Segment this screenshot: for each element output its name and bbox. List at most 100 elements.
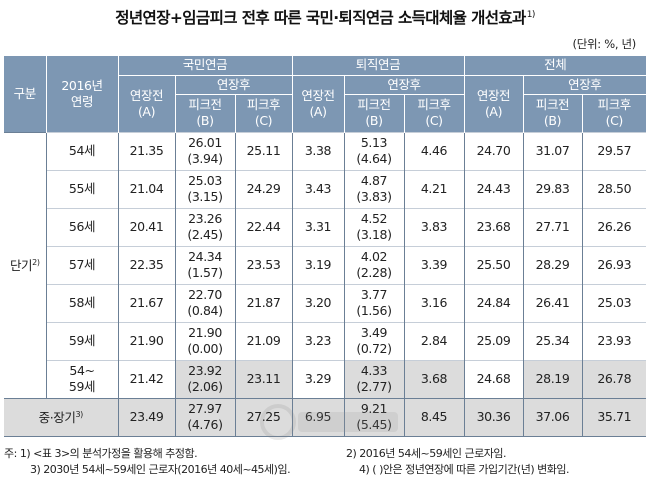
header-age: 2016년 연령 [45, 56, 118, 132]
header-national-before: 연장전 (A) [117, 74, 175, 132]
header-retirement-peak-before: 피크전 (B) [343, 93, 404, 132]
retirement-c: 3.83 [403, 207, 464, 246]
total-c: 26.26 [581, 207, 646, 246]
retirement-b: 3.77 (1.56) [343, 283, 404, 322]
retirement-c: 3.16 [403, 283, 464, 322]
footnote-1: 주: 1) <표 3>의 분석가정을 활용해 추정함. [4, 447, 198, 460]
retirement-a: 3.31 [291, 207, 344, 246]
national-c: 25.11 [234, 131, 292, 170]
total-b: 29.83 [522, 169, 582, 208]
row-age: 59세 [45, 321, 118, 360]
row-age: 54세 [45, 131, 118, 170]
header-group: 구분 [4, 56, 46, 132]
pension-table: 구분 2016년 연령 국민연금 퇴직연금 전체 연장전 (A) 연장후 연장전 (A… [4, 56, 646, 437]
retirement-a: 3.38 [291, 131, 344, 170]
header-total-after: 연장후 [522, 74, 646, 94]
table-title: 정년연장+임금피크 전후 따른 국민·퇴직연금 소득대체율 개선효과1) [115, 9, 535, 27]
national-b: 21.90 (0.00) [174, 321, 235, 360]
retirement-c: 2.84 [403, 321, 464, 360]
retirement-a: 3.19 [291, 245, 344, 284]
avg-total-a: 24.68 [463, 359, 523, 398]
avg-age: 54~ 59세 [45, 359, 118, 398]
avg-retirement-b: 4.33 (2.77) [343, 359, 404, 398]
national-a: 20.41 [117, 207, 175, 246]
row-age: 57세 [45, 245, 118, 284]
national-c: 23.53 [234, 245, 292, 284]
national-c: 24.29 [234, 169, 292, 208]
national-b: 24.34 (1.57) [174, 245, 235, 284]
national-b: 23.26 (2.45) [174, 207, 235, 246]
short-term-label: 단기2) [4, 131, 46, 398]
retirement-b: 5.13 (4.64) [343, 131, 404, 170]
long-national-c: 27.25 [234, 397, 292, 437]
avg-total-c: 26.78 [581, 359, 646, 398]
national-c: 21.09 [234, 321, 292, 360]
avg-total-b: 28.19 [522, 359, 582, 398]
national-a: 21.90 [117, 321, 175, 360]
retirement-b: 4.02 (2.28) [343, 245, 404, 284]
avg-national-b: 23.92 (2.06) [174, 359, 235, 398]
retirement-a: 3.23 [291, 321, 344, 360]
header-retirement: 퇴직연금 [291, 56, 464, 75]
total-b: 26.41 [522, 283, 582, 322]
header-total-peak-after: 피크후 (C) [581, 93, 646, 132]
header-total: 전체 [463, 56, 646, 75]
header-national-after: 연장후 [174, 74, 292, 94]
total-a: 25.50 [463, 245, 523, 284]
header-retirement-before: 연장전 (A) [291, 74, 344, 132]
total-c: 28.50 [581, 169, 646, 208]
long-retirement-c: 8.45 [403, 397, 464, 437]
total-b: 28.29 [522, 245, 582, 284]
national-a: 21.35 [117, 131, 175, 170]
footnote-3: 3) 2030년 54세~59세인 근로자(2016년 40세~45세)임. [30, 463, 291, 476]
retirement-c: 3.39 [403, 245, 464, 284]
total-b: 27.71 [522, 207, 582, 246]
header-retirement-peak-after: 피크후 (C) [403, 93, 464, 132]
avg-retirement-c: 3.68 [403, 359, 464, 398]
total-a: 23.68 [463, 207, 523, 246]
national-a: 21.67 [117, 283, 175, 322]
total-a: 24.84 [463, 283, 523, 322]
footnote-2: 2) 2016년 54세~59세인 근로자임. [346, 447, 506, 460]
retirement-b: 3.49 (0.72) [343, 321, 404, 360]
avg-national-a: 21.42 [117, 359, 175, 398]
national-c: 21.87 [234, 283, 292, 322]
avg-retirement-a: 3.29 [291, 359, 344, 398]
total-a: 24.70 [463, 131, 523, 170]
national-b: 26.01 (3.94) [174, 131, 235, 170]
national-a: 22.35 [117, 245, 175, 284]
national-b: 25.03 (3.15) [174, 169, 235, 208]
long-total-a: 30.36 [463, 397, 523, 437]
header-national-peak-before: 피크전 (B) [174, 93, 235, 132]
long-term-label: 중·장기3) [4, 397, 118, 437]
long-total-b: 37.06 [522, 397, 582, 437]
total-c: 25.03 [581, 283, 646, 322]
retirement-b: 4.87 (3.83) [343, 169, 404, 208]
header-total-peak-before: 피크전 (B) [522, 93, 582, 132]
long-retirement-a: 6.95 [291, 397, 344, 437]
footnotes: 주: 1) <표 3>의 분석가정을 활용해 추정함. 2) 2016년 54세… [4, 446, 648, 478]
footnote-4: 4) ( )안은 정년연장에 따른 가입기간(년) 변화임. [359, 463, 569, 476]
long-total-c: 35.71 [581, 397, 646, 437]
total-b: 31.07 [522, 131, 582, 170]
total-c: 29.57 [581, 131, 646, 170]
header-national-peak-after: 피크후 (C) [234, 93, 292, 132]
long-retirement-b: 9.21 (5.45) [343, 397, 404, 437]
retirement-a: 3.20 [291, 283, 344, 322]
avg-national-c: 23.11 [234, 359, 292, 398]
retirement-c: 4.46 [403, 131, 464, 170]
header-national: 국민연금 [117, 56, 292, 75]
header-retirement-after: 연장후 [343, 74, 464, 94]
national-c: 22.44 [234, 207, 292, 246]
retirement-a: 3.43 [291, 169, 344, 208]
total-b: 25.34 [522, 321, 582, 360]
retirement-c: 4.21 [403, 169, 464, 208]
row-age: 56세 [45, 207, 118, 246]
national-b: 22.70 (0.84) [174, 283, 235, 322]
row-age: 55세 [45, 169, 118, 208]
unit-label: (단위: %, 년) [572, 37, 637, 51]
row-age: 58세 [45, 283, 118, 322]
header-total-before: 연장전 (A) [463, 74, 523, 132]
total-a: 24.43 [463, 169, 523, 208]
long-national-a: 23.49 [117, 397, 175, 437]
